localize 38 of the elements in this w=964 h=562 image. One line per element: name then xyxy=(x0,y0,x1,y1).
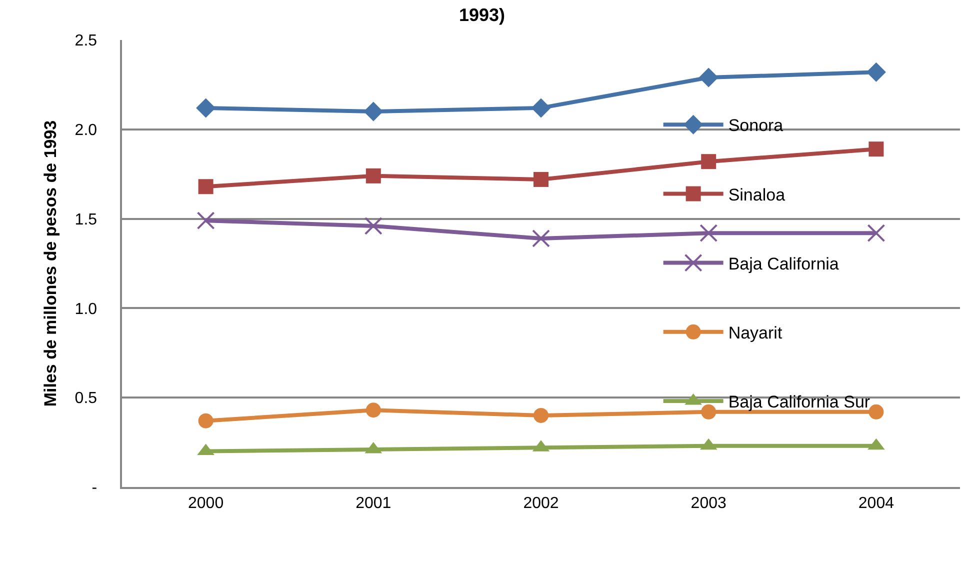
point xyxy=(701,404,716,420)
point xyxy=(366,168,381,184)
point xyxy=(534,172,548,187)
chart-title: 1993) xyxy=(458,5,506,26)
point xyxy=(196,98,216,118)
point xyxy=(700,224,718,242)
point xyxy=(531,98,551,118)
point xyxy=(866,62,886,82)
legend-label: Nayarit xyxy=(728,324,782,343)
point xyxy=(534,408,548,423)
point xyxy=(868,404,884,420)
legend-label: Baja California xyxy=(728,254,840,274)
point xyxy=(867,224,886,242)
legend-label: Sonora xyxy=(728,116,784,136)
x-tick-label: 2003 xyxy=(690,494,726,512)
x-tick-label: 2001 xyxy=(356,494,392,512)
legend-label: Sinaloa xyxy=(728,185,786,204)
y-tick-label: 2.0 xyxy=(74,122,98,139)
point xyxy=(198,179,214,194)
y-tick-label: 0.5 xyxy=(74,390,98,408)
point xyxy=(701,154,716,170)
point xyxy=(364,102,384,122)
x-tick-label: 2002 xyxy=(523,494,559,512)
point xyxy=(366,402,381,418)
point xyxy=(364,216,382,235)
y-tick-label: 2.5 xyxy=(74,32,98,50)
y-tick-label: 1.0 xyxy=(74,300,98,318)
point xyxy=(868,142,884,157)
x-tick-label: 2004 xyxy=(858,494,894,512)
legend-label: Baja California Sur xyxy=(728,392,870,412)
point xyxy=(198,413,214,428)
y-tick-label: 1.5 xyxy=(74,211,98,228)
point xyxy=(196,212,215,230)
point xyxy=(698,68,718,88)
y-tick-label: - xyxy=(92,480,98,497)
point xyxy=(532,229,550,248)
y-axis-title: Miles de millones de pesos de 1993 xyxy=(40,120,60,407)
x-tick-label: 2000 xyxy=(188,494,224,512)
